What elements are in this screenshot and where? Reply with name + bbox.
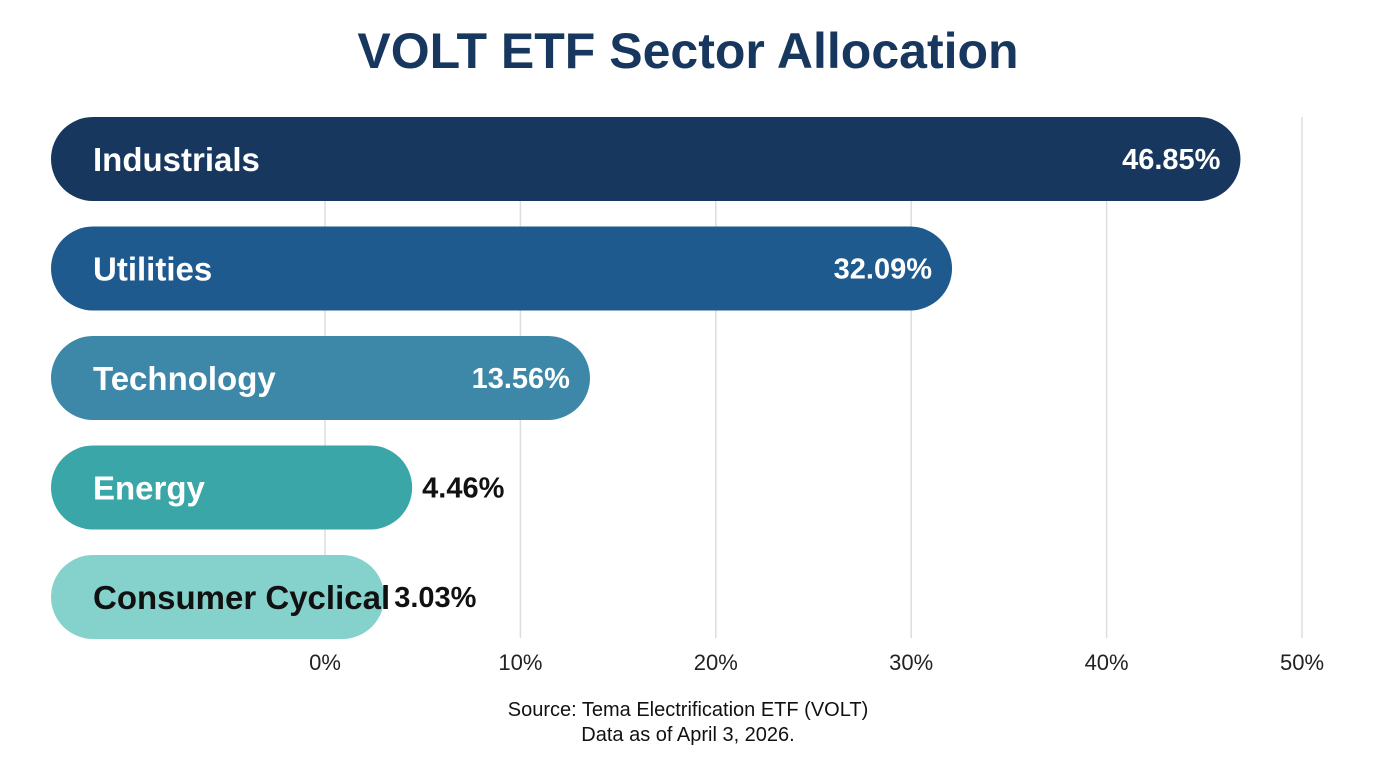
value-label: 32.09% bbox=[834, 254, 933, 286]
bar-chart: Industrials 46.85% Utilities 32.09% Technolo… bbox=[51, 117, 1324, 675]
category-label: Technology bbox=[93, 360, 276, 397]
bar bbox=[51, 117, 1241, 201]
x-axis-ticks: 0% 10% 20% 30% 40% 50% bbox=[309, 650, 1324, 675]
x-tick-label: 50% bbox=[1280, 650, 1324, 675]
x-tick-label: 0% bbox=[309, 650, 341, 675]
value-label: 3.03% bbox=[394, 582, 476, 614]
x-tick-label: 10% bbox=[498, 650, 542, 675]
date-line: Data as of April 3, 2026. bbox=[581, 724, 795, 746]
bar bbox=[51, 445, 413, 530]
chart-title: VOLT ETF Sector Allocation bbox=[357, 23, 1019, 79]
category-label: Energy bbox=[93, 470, 206, 507]
category-label: Industrials bbox=[93, 141, 260, 178]
bar bbox=[51, 336, 590, 420]
x-tick-label: 40% bbox=[1085, 650, 1129, 675]
bar bbox=[51, 226, 953, 311]
x-tick-label: 20% bbox=[694, 650, 738, 675]
value-label: 4.46% bbox=[422, 473, 504, 505]
bars: Industrials 46.85% Utilities 32.09% Technolo… bbox=[51, 117, 1241, 639]
category-label: Consumer Cyclical bbox=[93, 579, 390, 616]
value-label: 13.56% bbox=[472, 363, 571, 395]
x-tick-label: 30% bbox=[889, 650, 933, 675]
source-line: Source: Tema Electrification ETF (VOLT) bbox=[507, 699, 869, 721]
bar bbox=[51, 555, 385, 639]
source-note: Source: Tema Electrification ETF (VOLT) … bbox=[0, 698, 1376, 748]
category-label: Utilities bbox=[93, 251, 212, 288]
value-label: 46.85% bbox=[1122, 144, 1221, 176]
